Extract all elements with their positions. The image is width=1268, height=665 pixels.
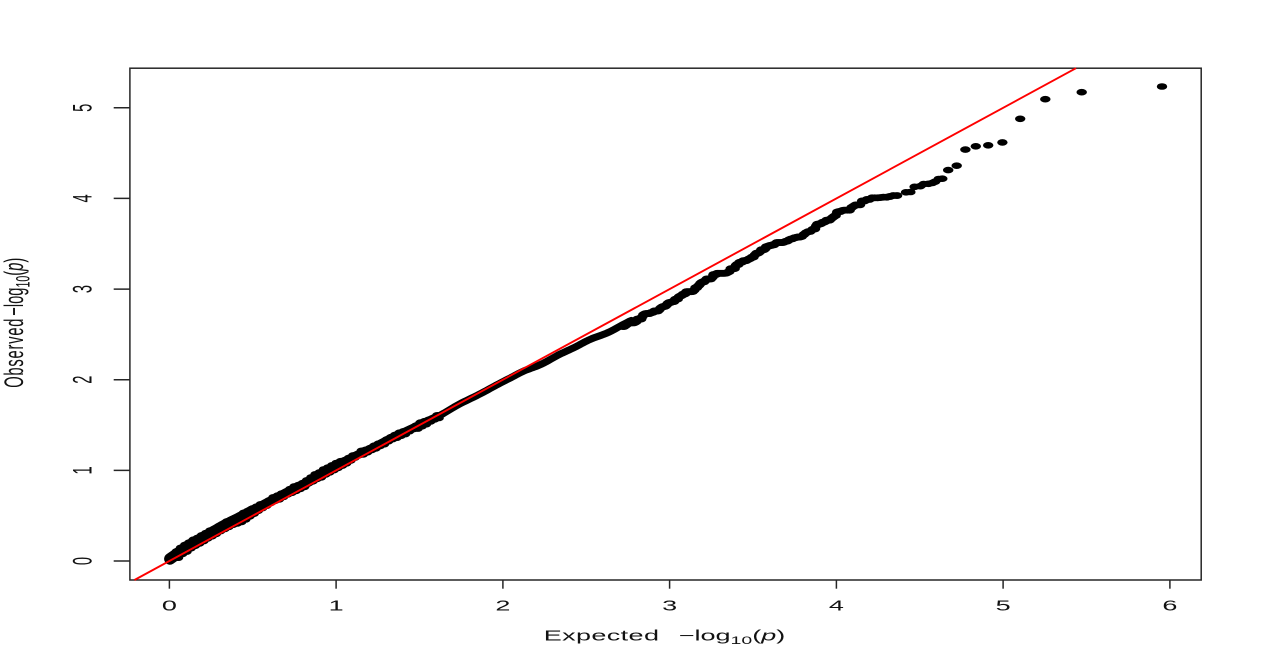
svg-text:Observed−log10(p): Observed−log10(p) (0, 258, 34, 388)
svg-text:3: 3 (662, 597, 677, 614)
svg-text:1: 1 (329, 597, 344, 614)
svg-text:5: 5 (67, 104, 98, 112)
svg-text:4: 4 (67, 194, 98, 202)
svg-text:0: 0 (162, 597, 177, 614)
svg-text:1: 1 (67, 466, 98, 474)
svg-text:3: 3 (67, 285, 98, 293)
svg-text:4: 4 (829, 597, 844, 614)
svg-text:6: 6 (1162, 597, 1177, 614)
svg-text:0: 0 (67, 557, 98, 565)
svg-text:5: 5 (996, 597, 1011, 614)
svg-text:2: 2 (67, 376, 98, 384)
svg-text:2: 2 (495, 597, 510, 614)
svg-text:Expected−log10(p): Expected −log10(p) (544, 627, 786, 647)
